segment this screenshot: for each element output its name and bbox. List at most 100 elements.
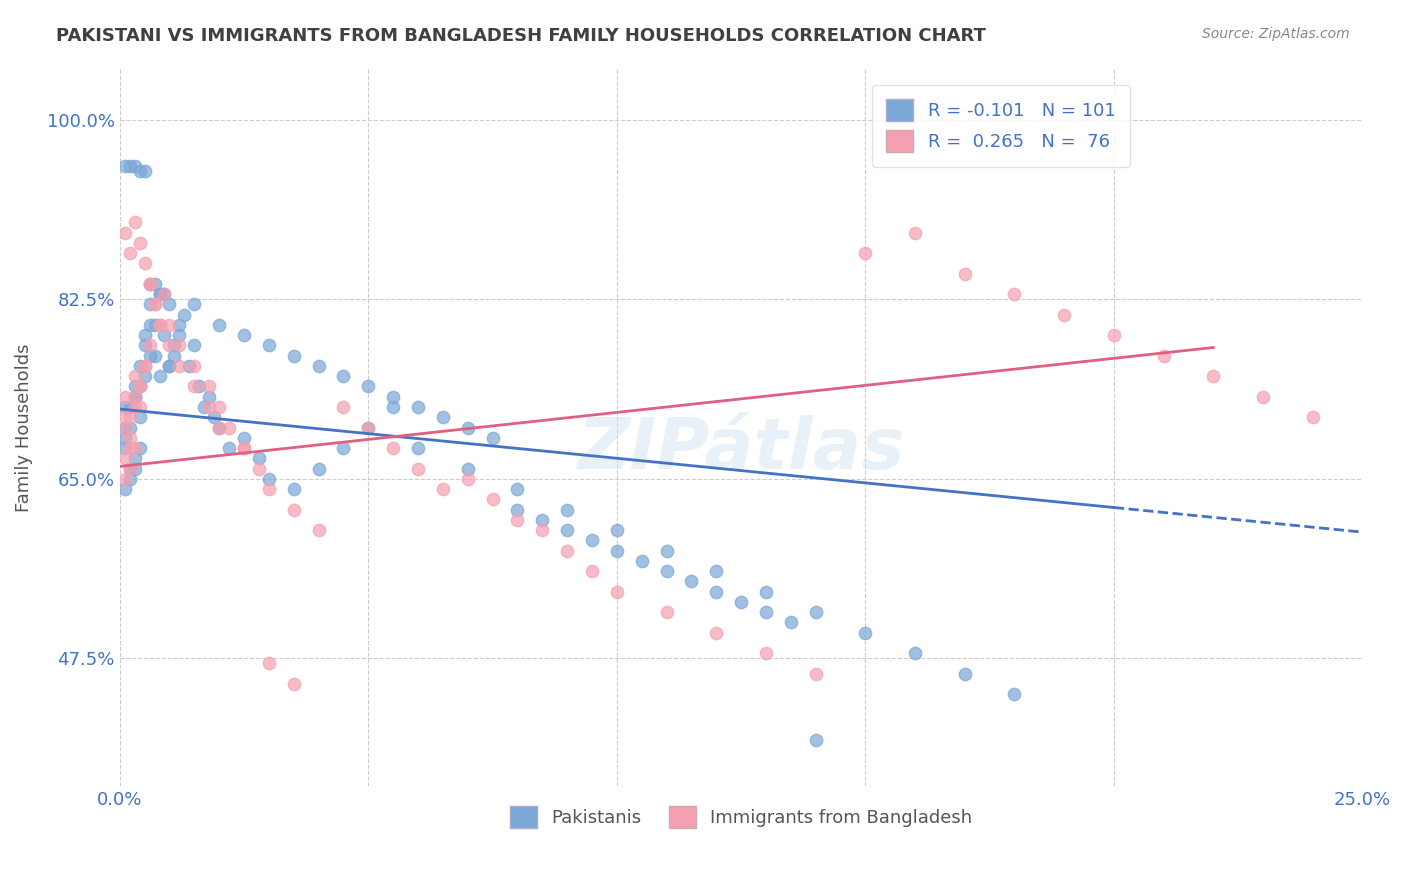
Point — [118, 431, 141, 445]
Point — [233, 441, 256, 455]
Point — [134, 328, 156, 343]
Point — [114, 390, 136, 404]
Point — [163, 338, 186, 352]
Point — [114, 420, 136, 434]
Point — [114, 226, 136, 240]
Point — [755, 584, 778, 599]
Point — [118, 400, 141, 414]
Point — [128, 235, 150, 250]
Point — [953, 267, 976, 281]
Point — [114, 472, 136, 486]
Point — [124, 461, 146, 475]
Point — [169, 328, 191, 343]
Point — [481, 431, 503, 445]
Point — [681, 574, 703, 589]
Point — [128, 379, 150, 393]
Point — [114, 400, 136, 414]
Point — [118, 461, 141, 475]
Point — [1202, 369, 1225, 384]
Point — [606, 543, 628, 558]
Point — [283, 677, 305, 691]
Point — [606, 523, 628, 537]
Point — [118, 159, 141, 173]
Point — [143, 297, 166, 311]
Point — [183, 338, 205, 352]
Point — [124, 379, 146, 393]
Point — [1053, 308, 1076, 322]
Point — [457, 461, 479, 475]
Point — [128, 441, 150, 455]
Point — [755, 646, 778, 660]
Point — [124, 441, 146, 455]
Point — [148, 369, 170, 384]
Point — [506, 513, 529, 527]
Point — [138, 318, 160, 332]
Point — [183, 359, 205, 373]
Point — [704, 584, 727, 599]
Point — [283, 482, 305, 496]
Point — [208, 318, 231, 332]
Point — [188, 379, 211, 393]
Point — [159, 338, 181, 352]
Point — [118, 246, 141, 260]
Point — [655, 543, 678, 558]
Point — [159, 359, 181, 373]
Point — [904, 226, 927, 240]
Point — [704, 625, 727, 640]
Point — [169, 318, 191, 332]
Point — [118, 472, 141, 486]
Point — [704, 564, 727, 578]
Point — [257, 338, 280, 352]
Point — [128, 379, 150, 393]
Point — [134, 164, 156, 178]
Text: Source: ZipAtlas.com: Source: ZipAtlas.com — [1202, 27, 1350, 41]
Point — [332, 400, 354, 414]
Point — [114, 451, 136, 466]
Point — [163, 349, 186, 363]
Point — [128, 410, 150, 425]
Point — [114, 482, 136, 496]
Point — [218, 420, 240, 434]
Point — [247, 461, 270, 475]
Point — [169, 359, 191, 373]
Point — [406, 441, 429, 455]
Point — [114, 410, 136, 425]
Point — [153, 328, 176, 343]
Point — [233, 328, 256, 343]
Point — [159, 297, 181, 311]
Point — [382, 441, 405, 455]
Text: ZIPátlas: ZIPátlas — [578, 415, 905, 483]
Point — [193, 400, 215, 414]
Point — [143, 277, 166, 291]
Point — [779, 615, 801, 630]
Point — [406, 400, 429, 414]
Point — [283, 502, 305, 516]
Point — [357, 420, 380, 434]
Point — [1004, 687, 1026, 701]
Point — [406, 461, 429, 475]
Point — [124, 451, 146, 466]
Point — [804, 605, 827, 619]
Point — [332, 369, 354, 384]
Point — [124, 390, 146, 404]
Point — [124, 369, 146, 384]
Point — [531, 523, 554, 537]
Point — [114, 420, 136, 434]
Point — [655, 605, 678, 619]
Point — [257, 657, 280, 671]
Point — [198, 390, 221, 404]
Point — [128, 164, 150, 178]
Legend: Pakistanis, Immigrants from Bangladesh: Pakistanis, Immigrants from Bangladesh — [503, 798, 980, 835]
Point — [202, 410, 225, 425]
Point — [357, 379, 380, 393]
Point — [247, 451, 270, 466]
Point — [148, 287, 170, 301]
Point — [257, 472, 280, 486]
Point — [853, 625, 876, 640]
Point — [118, 441, 141, 455]
Point — [432, 410, 454, 425]
Point — [138, 349, 160, 363]
Point — [308, 523, 330, 537]
Point — [124, 400, 146, 414]
Point — [198, 379, 221, 393]
